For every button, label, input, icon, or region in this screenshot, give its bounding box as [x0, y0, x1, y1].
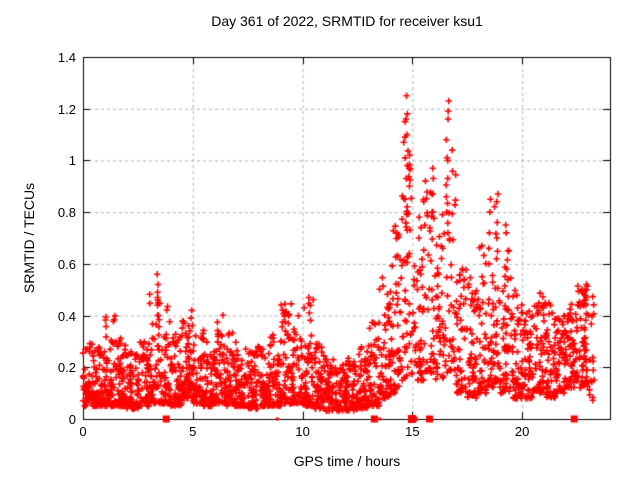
y-tick-label: 1.4: [57, 50, 76, 65]
y-tick-label: 0: [68, 412, 76, 427]
x-tick-label: 10: [295, 424, 310, 439]
x-axis-label: GPS time / hours: [293, 453, 401, 469]
y-tick-label: 0.8: [57, 205, 76, 221]
x-tick-label: 5: [189, 424, 197, 439]
x-tick-label: 15: [405, 424, 420, 439]
y-tick-label: 0.4: [57, 308, 76, 324]
chart-title: Day 361 of 2022, SRMTID for receiver ksu…: [211, 13, 483, 29]
y-tick-label: 1: [68, 153, 76, 169]
y-tick-label: 0.6: [57, 256, 76, 272]
y-tick-label: 0.2: [57, 360, 76, 376]
y-axis-label: SRMTID / TECUs: [21, 182, 37, 294]
x-tick-label: 20: [514, 424, 530, 439]
y-tick-label: 1.2: [57, 101, 76, 117]
x-tick-label: 0: [79, 424, 87, 439]
